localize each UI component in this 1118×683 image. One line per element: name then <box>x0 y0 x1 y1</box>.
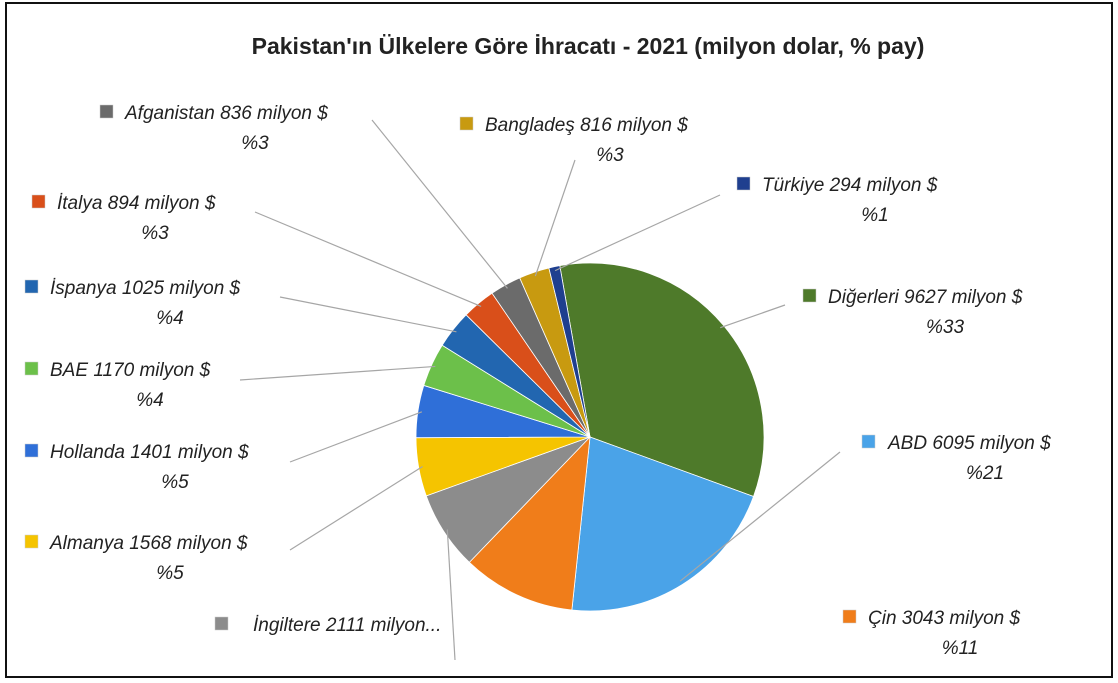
pie <box>415 262 765 612</box>
leader-line <box>289 411 423 463</box>
legend-swatch <box>861 434 876 449</box>
leader-line <box>289 466 423 551</box>
data-label: Türkiye 294 milyon $ <box>762 175 938 196</box>
data-label: İngiltere 2111 milyon... <box>253 615 441 636</box>
share-label: %21 <box>966 463 1004 484</box>
leader-line <box>679 451 841 582</box>
share-label: %5 <box>156 563 184 584</box>
legend-swatch <box>736 176 751 191</box>
data-label: Bangladeş 816 milyon $ <box>485 115 688 136</box>
category-name: İtalya <box>57 193 102 214</box>
leader-line <box>279 296 457 333</box>
category-name: İspanya <box>50 278 117 299</box>
pie-slice <box>468 435 591 611</box>
data-label: Çin 3043 milyon $ <box>868 608 1021 629</box>
value-label: 294 milyon $ <box>829 175 938 196</box>
leader-line <box>720 304 786 329</box>
legend-swatch <box>24 443 39 458</box>
value-label: 9627 milyon $ <box>904 287 1023 308</box>
category-name: Almanya <box>49 533 124 554</box>
data-label: İtalya 894 milyon $ <box>57 193 216 214</box>
share-label: %1 <box>861 205 888 226</box>
value-label: 6095 milyon $ <box>932 433 1051 454</box>
value-label: 1401 milyon $ <box>130 442 249 463</box>
leader-line <box>446 529 456 661</box>
value-label: 1025 milyon $ <box>122 278 241 299</box>
value-label: 1568 milyon $ <box>129 533 248 554</box>
leader-line <box>239 365 436 381</box>
legend-swatch <box>459 116 474 131</box>
value-label: 816 milyon $ <box>580 115 688 136</box>
value-label: 894 milyon $ <box>108 193 216 214</box>
data-label: Afganistan 836 milyon $ <box>124 103 328 124</box>
pie-slice <box>548 265 591 438</box>
category-name: ABD <box>887 433 927 454</box>
share-label: %4 <box>156 308 183 329</box>
category-name: Diğerleri <box>828 287 900 308</box>
value-label: 836 milyon $ <box>220 103 328 124</box>
category-name: İngiltere <box>253 615 321 636</box>
legend-swatch <box>24 534 39 549</box>
share-label: %5 <box>161 472 189 493</box>
chart-title: Pakistan'ın Ülkelere Göre İhracatı - 202… <box>252 33 925 59</box>
legend-swatch <box>24 361 39 376</box>
leader-line <box>554 194 721 272</box>
category-name: BAE <box>50 360 88 381</box>
value-label: 3043 milyon $ <box>902 608 1021 629</box>
category-name: Türkiye <box>762 175 824 196</box>
legend-swatch <box>31 194 46 209</box>
leader-line <box>534 159 576 277</box>
share-label: %11 <box>942 638 979 659</box>
category-name: Çin <box>868 608 897 629</box>
share-label: %3 <box>241 133 269 154</box>
pie-slice <box>559 262 765 498</box>
value-label: 2111 milyon... <box>325 615 441 636</box>
share-label: %3 <box>596 145 624 166</box>
category-name: Afganistan <box>124 103 215 124</box>
legend-swatch <box>802 288 817 303</box>
leader-line <box>254 211 482 308</box>
value-label: 1170 milyon $ <box>93 360 210 381</box>
data-label: İspanya 1025 milyon $ <box>50 278 241 299</box>
leader-line <box>371 119 508 289</box>
share-label: %3 <box>141 223 169 244</box>
data-label: Hollanda 1401 milyon $ <box>50 442 249 463</box>
pie-slice <box>571 436 755 612</box>
category-name: Bangladeş <box>485 115 575 136</box>
legend-swatch <box>214 616 229 631</box>
data-label: Diğerleri 9627 milyon $ <box>828 287 1023 308</box>
category-name: Hollanda <box>50 442 125 463</box>
data-label: Almanya 1568 milyon $ <box>49 533 248 554</box>
data-label: ABD 6095 milyon $ <box>887 433 1051 454</box>
legend-swatch <box>842 609 857 624</box>
share-label: %4 <box>136 390 163 411</box>
share-label: %33 <box>926 317 964 338</box>
legend-swatch <box>24 279 39 294</box>
legend-swatch <box>99 104 114 119</box>
data-label: BAE 1170 milyon $ <box>50 360 211 381</box>
